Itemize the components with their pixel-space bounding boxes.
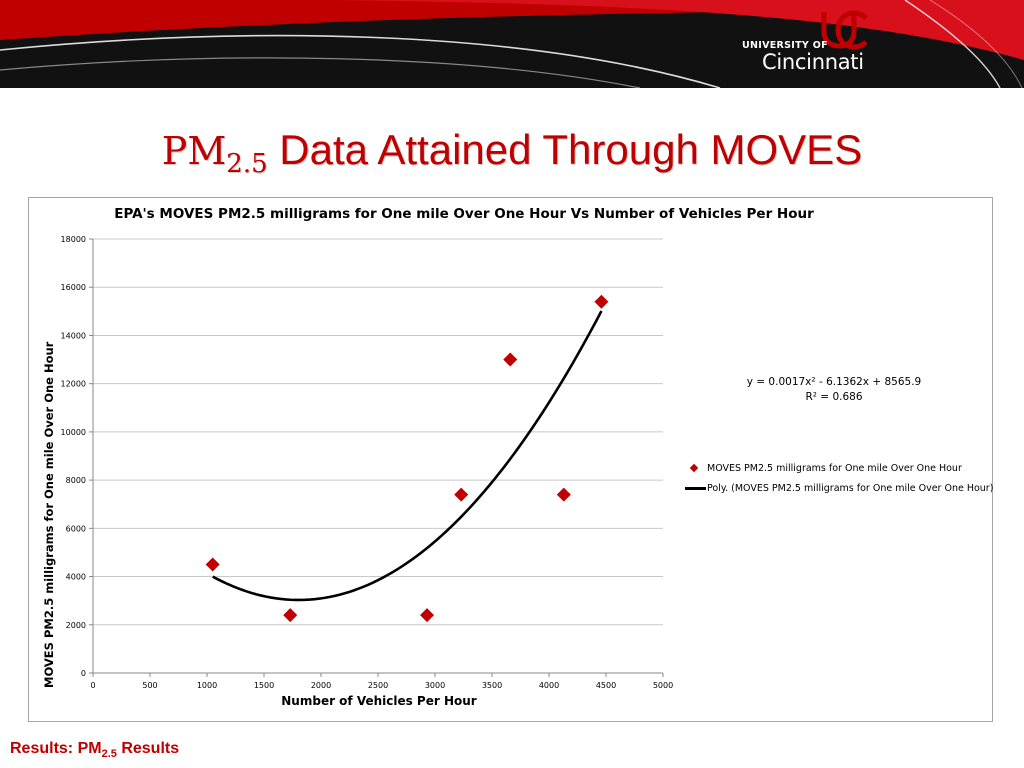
chart-legend: MOVES PM2.5 milligrams for One mile Over…	[685, 458, 993, 498]
logo-text-top: UNIVERSITY OF	[742, 40, 828, 51]
data-point	[420, 608, 435, 623]
y-tick-label: 2000	[66, 621, 86, 630]
axes	[89, 238, 664, 677]
legend-label-series: MOVES PM2.5 milligrams for One mile Over…	[707, 462, 962, 474]
footer-subscript: 2.5	[101, 748, 117, 760]
trendline-r-squared: R² = 0.686	[805, 391, 863, 403]
x-tick-label: 4000	[539, 681, 559, 690]
x-tick-labels: 0 500 1000 1500 2000 2500 3000 3500 4000 4500 5000	[90, 681, 673, 690]
data-point	[283, 608, 298, 623]
slide-title-rest: Data Attained Through MOVES	[267, 126, 863, 173]
chart-container: EPA's MOVES PM2.5 milligrams for One mil…	[28, 197, 993, 722]
slide-title-subscript: 2.5	[226, 149, 268, 179]
x-tick-label: 0	[90, 681, 95, 690]
x-tick-label: 1500	[254, 681, 274, 690]
x-tick-label: 2000	[311, 681, 331, 690]
y-tick-labels: 0 2000 4000 6000 8000 10000 12000 14000 16000 180…	[61, 235, 86, 678]
x-tick-label: 1000	[197, 681, 217, 690]
trendline-equation: y = 0.0017x² - 6.1362x + 8565.9	[746, 376, 922, 388]
y-tick-label: 18000	[61, 235, 86, 244]
footer-suffix: Results	[116, 740, 180, 757]
university-logo: UNIVERSITY OF Cincinnati	[742, 10, 887, 76]
y-tick-label: 6000	[66, 524, 86, 533]
y-tick-label: 0	[81, 669, 86, 678]
x-tick-label: 3500	[482, 681, 502, 690]
legend-item-trendline: Poly. (MOVES PM2.5 milligrams for One mi…	[685, 478, 993, 498]
legend-item-series: MOVES PM2.5 milligrams for One mile Over…	[685, 458, 993, 478]
slide-title-pm: PM	[161, 129, 227, 173]
trendline-swatch-icon	[685, 487, 706, 490]
y-tick-label: 14000	[61, 331, 86, 340]
legend-label-trendline: Poly. (MOVES PM2.5 milligrams for One mi…	[707, 482, 994, 494]
x-tick-label: 3000	[425, 681, 445, 690]
y-axis-label: MOVES PM2.5 milligrams for One mile Over…	[42, 341, 56, 688]
y-tick-label: 8000	[66, 476, 86, 485]
data-point	[594, 294, 609, 309]
data-point	[205, 557, 220, 572]
gridlines	[93, 238, 663, 626]
y-tick-label: 4000	[66, 573, 86, 582]
x-tick-label: 4500	[596, 681, 616, 690]
trendline-equation-box: y = 0.0017x² - 6.1362x + 8565.9 R² = 0.6…	[719, 375, 949, 405]
trendline	[212, 310, 603, 602]
y-tick-label: 12000	[61, 380, 86, 389]
data-point	[454, 487, 469, 502]
footer-caption: Results: PM2.5 Results	[10, 740, 180, 760]
x-axis-label: Number of Vehicles Per Hour	[281, 694, 477, 708]
logo-text-bottom: Cincinnati	[762, 50, 864, 74]
x-tick-label: 5000	[653, 681, 673, 690]
chart-title: EPA's MOVES PM2.5 milligrams for One mil…	[114, 206, 814, 222]
x-tick-label: 2500	[368, 681, 388, 690]
trendline-group	[212, 310, 603, 602]
y-tick-label: 16000	[61, 283, 86, 292]
diamond-marker-icon	[689, 463, 699, 473]
data-point	[503, 352, 518, 367]
x-tick-label: 500	[142, 681, 157, 690]
y-tick-label: 10000	[61, 428, 86, 437]
slide-title: PM2.5 Data Attained Through MOVES	[0, 126, 1024, 179]
data-point	[556, 487, 571, 502]
data-points	[205, 294, 609, 623]
footer-prefix: Results: PM	[10, 740, 102, 757]
uc-monogram-icon	[821, 10, 868, 50]
chart-plot: 0200040006000800010000120001400016000180…	[61, 235, 674, 690]
